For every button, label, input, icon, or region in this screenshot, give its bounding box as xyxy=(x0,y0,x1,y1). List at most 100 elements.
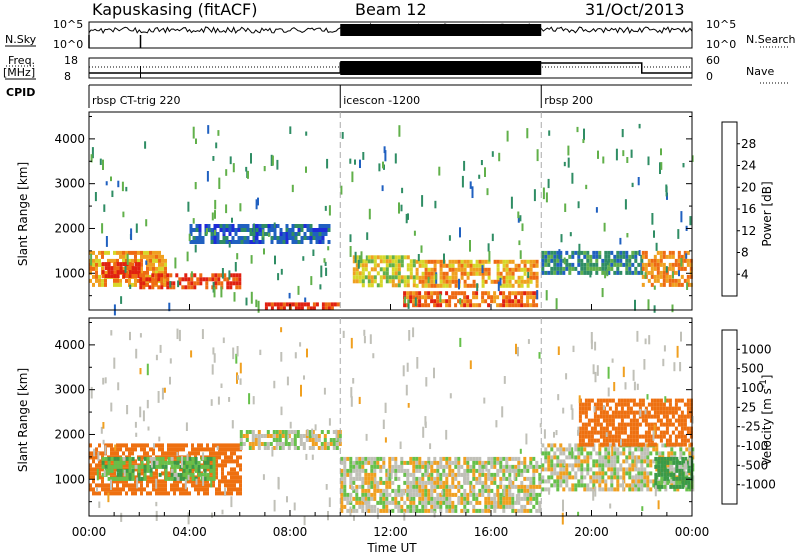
heatmap-cell xyxy=(580,467,584,472)
heatmap-cell xyxy=(654,456,658,461)
heatmap-cell xyxy=(442,456,446,461)
heatmap-cell xyxy=(140,254,143,259)
heatmap-cell xyxy=(665,270,669,275)
heatmap-speck xyxy=(323,387,326,395)
heatmap-cell xyxy=(445,456,449,461)
heatmap-cell xyxy=(358,504,362,509)
heatmap-speck xyxy=(590,339,593,350)
heatmap-speck xyxy=(644,409,647,415)
heatmap-cell xyxy=(577,270,581,275)
heatmap-cell xyxy=(689,266,693,271)
heatmap-cell xyxy=(586,463,590,468)
heatmap-cell xyxy=(673,467,677,472)
heatmap-cell xyxy=(466,496,470,501)
heatmap-cell xyxy=(657,484,661,489)
heatmap-cell xyxy=(638,434,642,439)
heatmap-speck xyxy=(439,293,442,303)
heatmap-speck xyxy=(233,292,236,302)
heatmap-cell xyxy=(637,479,641,484)
heatmap-cell xyxy=(230,455,233,460)
heatmap-cell xyxy=(670,467,674,472)
heatmap-cell xyxy=(308,446,312,450)
heatmap-cell xyxy=(179,476,183,481)
heatmap-cell xyxy=(613,487,617,492)
heatmap-cell xyxy=(113,270,117,275)
heatmap-cell xyxy=(412,504,416,509)
heatmap-cell xyxy=(230,483,233,488)
heatmap-cell xyxy=(608,438,612,443)
heatmap-cell xyxy=(149,447,152,452)
heatmap-cell xyxy=(628,270,632,275)
heatmap-cell xyxy=(598,467,602,472)
heatmap-cell xyxy=(553,250,557,255)
heatmap-cell xyxy=(403,468,407,473)
heatmap-cell xyxy=(635,426,639,431)
heatmap-cell xyxy=(415,271,419,276)
power-colorbar-tick-label: 8 xyxy=(741,246,749,260)
heatmap-cell xyxy=(641,262,645,267)
heatmap-cell xyxy=(508,476,512,481)
heatmap-cell xyxy=(529,496,533,501)
heatmap-cell xyxy=(323,438,327,442)
heatmap-cell xyxy=(653,414,657,419)
heatmap-cell xyxy=(466,456,470,461)
heatmap-cell xyxy=(221,451,224,456)
heatmap-cell xyxy=(523,468,527,473)
heatmap-speck xyxy=(585,184,588,190)
heatmap-cell xyxy=(578,438,582,443)
heatmap-cell xyxy=(107,274,111,279)
heatmap-cell xyxy=(499,492,503,497)
heatmap-cell xyxy=(233,479,236,484)
heatmap-cell xyxy=(308,430,312,434)
heatmap-cell xyxy=(620,410,624,415)
heatmap-cell xyxy=(602,418,606,423)
heatmap-cell xyxy=(192,240,196,244)
heatmap-cell xyxy=(400,464,404,469)
heatmap-cell xyxy=(376,484,380,489)
heatmap-speck xyxy=(664,396,667,403)
heatmap-speck xyxy=(186,453,189,461)
power-colorbar-tick-label: 24 xyxy=(741,159,756,173)
heatmap-cell xyxy=(610,479,614,484)
heatmap-cell xyxy=(681,484,685,489)
heatmap-cell xyxy=(687,464,691,469)
heatmap-cell xyxy=(157,273,161,278)
heatmap-cell xyxy=(691,447,695,452)
heatmap-cell xyxy=(472,488,476,493)
heatmap-cell xyxy=(550,483,554,488)
heatmap-cell xyxy=(364,259,368,264)
heatmap-cell xyxy=(448,504,452,509)
heatmap-cell xyxy=(272,446,276,450)
heatmap-cell xyxy=(550,467,554,472)
heatmap-cell xyxy=(556,266,560,271)
heatmap-cell xyxy=(654,480,658,485)
heatmap-cell xyxy=(424,464,428,469)
heatmap-cell xyxy=(481,508,485,513)
heatmap-speck xyxy=(621,129,624,138)
heatmap-cell xyxy=(101,456,105,461)
heatmap-cell xyxy=(532,464,536,469)
heatmap-cell xyxy=(638,442,642,447)
heatmap-speck xyxy=(626,233,629,238)
heatmap-cell xyxy=(182,443,185,448)
heatmap-cell xyxy=(311,438,315,442)
heatmap-cell xyxy=(155,456,159,461)
heatmap-cell xyxy=(499,464,503,469)
heatmap-cell xyxy=(192,236,196,240)
heatmap-cell xyxy=(358,476,362,481)
heatmap-cell xyxy=(469,456,473,461)
heatmap-cell xyxy=(499,275,503,280)
heatmap-cell xyxy=(170,460,174,465)
heatmap-cell xyxy=(128,278,131,283)
heatmap-cell xyxy=(635,422,639,427)
heatmap-speck xyxy=(187,512,190,525)
heatmap-cell xyxy=(650,398,654,403)
heatmap-cell xyxy=(605,414,609,419)
heatmap-speck xyxy=(245,166,248,172)
heatmap-cell xyxy=(632,414,636,419)
heatmap-cell xyxy=(207,224,211,228)
heatmap-cell xyxy=(478,263,482,268)
heatmap-cell xyxy=(460,291,464,296)
heatmap-speck xyxy=(555,298,558,310)
heatmap-cell xyxy=(674,278,678,283)
